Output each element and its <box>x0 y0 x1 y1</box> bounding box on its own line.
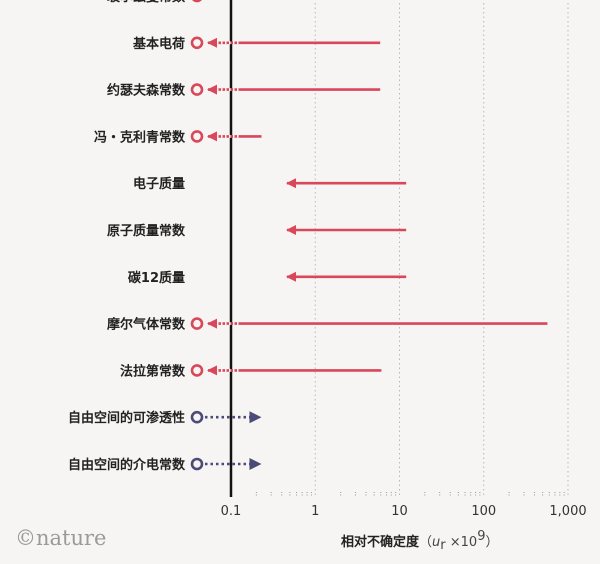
x-axis-label-main: 相对不确定度 <box>341 534 420 550</box>
exact-value-marker <box>190 36 204 50</box>
x-tick-label: 1,000 <box>549 504 586 519</box>
arrow-head <box>249 458 262 470</box>
gridlines <box>229 0 569 497</box>
category-label: 碳12质量 <box>128 270 185 286</box>
x-axis-label-close-paren: ） <box>486 535 499 550</box>
category-label: 冯・克利青常数 <box>94 129 186 145</box>
x-axis-label-suffix: ×10 <box>446 535 478 550</box>
exact-value-marker <box>190 457 204 471</box>
x-axis-label-exponent: 9 <box>477 529 485 544</box>
x-axis-label-subscript: r <box>440 538 446 553</box>
x-tick-label: 100 <box>471 504 496 519</box>
category-label: 摩尔气体常数 <box>107 317 186 333</box>
category-label: 法拉第常数 <box>120 363 186 379</box>
category-label: 基本电荷 <box>132 36 185 52</box>
exact-value-marker <box>190 83 204 96</box>
x-ticks: 0.1 1 10 100 1,000 <box>221 504 587 519</box>
exact-value-marker <box>192 0 202 3</box>
exact-value-marker <box>190 317 204 330</box>
x-axis-label: 相对不确定度（ur ×109） <box>341 529 499 553</box>
x-tick-label: 1 <box>311 504 319 519</box>
arrow-head <box>249 411 262 424</box>
category-label: 自由空间的介电常数 <box>68 457 186 473</box>
category-label: 自由空间的可渗透性 <box>68 410 185 426</box>
exact-value-marker <box>190 130 204 143</box>
exact-value-marker <box>190 364 204 377</box>
x-tick-label: 10 <box>391 504 408 519</box>
category-labels: 玻尔兹曼常数基本电荷约瑟夫森常数冯・克利青常数电子质量原子质量常数碳12质量摩尔… <box>68 0 186 473</box>
category-label: 原子质量常数 <box>107 223 186 239</box>
x-axis-label-open-paren: （ <box>419 535 432 550</box>
category-label: 玻尔兹曼常数 <box>107 0 186 5</box>
nature-logo: ©nature <box>15 526 106 550</box>
x-axis-label-variable: u <box>432 535 440 550</box>
series-layer <box>190 0 548 471</box>
category-label: 电子质量 <box>133 176 185 192</box>
x-tick-label: 0.1 <box>221 504 242 519</box>
category-label: 约瑟夫森常数 <box>107 83 186 99</box>
exact-value-marker <box>190 410 204 424</box>
